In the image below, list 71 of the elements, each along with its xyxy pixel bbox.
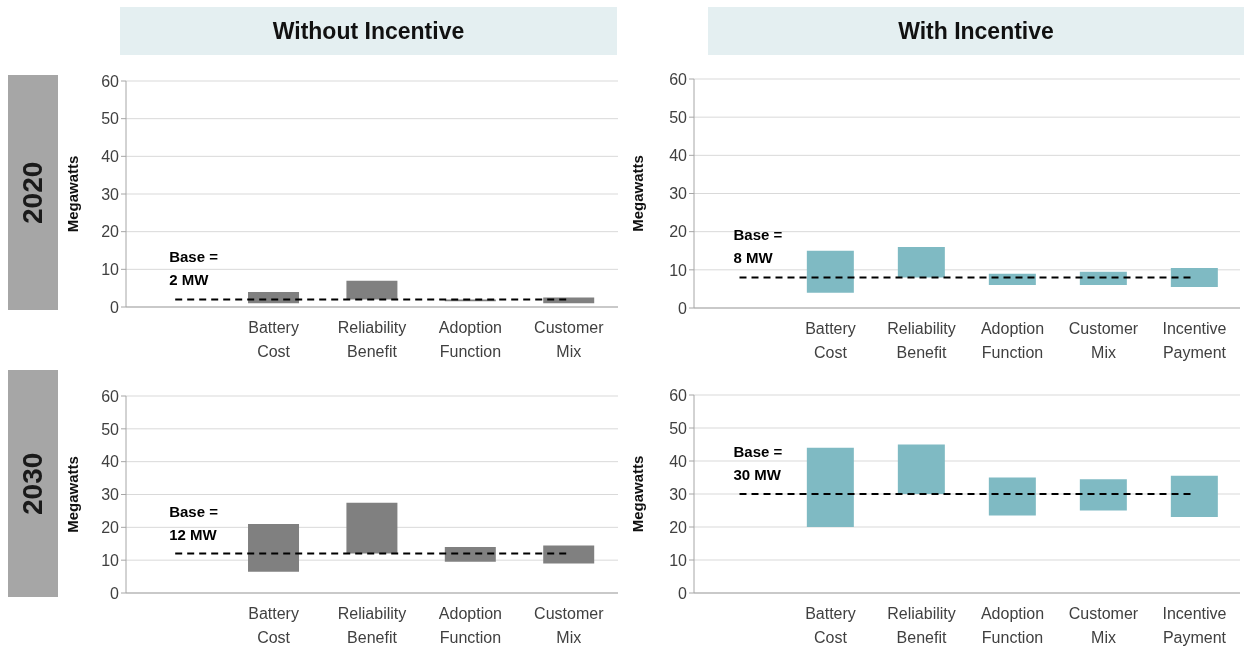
x-tick-label: Battery Cost — [248, 319, 299, 360]
y-tick-label: 50 — [669, 108, 688, 126]
y-tick-label: 20 — [669, 223, 688, 241]
y-tick-label: 50 — [669, 419, 688, 437]
y-axis-title: Megawatts — [628, 455, 646, 533]
bar — [806, 250, 854, 293]
y-tick-label: 10 — [669, 551, 688, 569]
ref-line-label: Base = 12 MW — [169, 502, 219, 543]
y-tick-label: 0 — [678, 299, 688, 317]
x-tick-label: Reliability Benefit — [337, 605, 407, 646]
x-tick-label: Battery Cost — [805, 320, 856, 361]
x-tick-label: Customer Mix — [534, 605, 605, 646]
bar — [897, 246, 945, 278]
y-tick-label: 50 — [101, 420, 120, 438]
y-tick-label: 10 — [669, 261, 688, 279]
x-tick-label: Adoption Function — [980, 605, 1045, 646]
ref-line-label: Base = 8 MW — [733, 226, 783, 267]
y-tick-label: 40 — [669, 452, 688, 470]
x-tick-label: Adoption Function — [438, 319, 502, 360]
chart-title: With Incentive — [708, 7, 1244, 55]
y-tick-label: 10 — [101, 551, 120, 569]
y-tick-label: 0 — [678, 584, 688, 602]
y-axis-title: Megawatts — [628, 155, 646, 232]
y-tick-label: 50 — [101, 110, 120, 128]
x-tick-label: Customer Mix — [534, 319, 605, 360]
text: 2020 — [8, 75, 58, 310]
bar — [897, 444, 945, 494]
y-tick-label: 20 — [101, 223, 120, 241]
x-tick-label: Reliability Benefit — [337, 319, 407, 360]
x-tick-label: Battery Cost — [248, 605, 299, 646]
y-tick-label: 0 — [110, 298, 120, 316]
text: 2030 — [8, 370, 58, 597]
x-tick-label: Reliability Benefit — [887, 605, 956, 646]
x-tick-label: Reliability Benefit — [887, 320, 956, 361]
y-tick-label: 40 — [669, 147, 688, 165]
bar — [1170, 475, 1218, 518]
x-tick-label: Battery Cost — [805, 605, 856, 646]
y-tick-label: 20 — [101, 519, 120, 537]
bar — [248, 524, 300, 572]
bar — [543, 545, 595, 564]
y-tick-label: 60 — [669, 70, 688, 88]
y-tick-label: 60 — [101, 72, 120, 90]
x-tick-label: Customer Mix — [1068, 320, 1139, 361]
x-tick-label: Adoption Function — [980, 320, 1045, 361]
bar — [1170, 267, 1218, 288]
y-tick-label: 20 — [669, 518, 688, 536]
y-tick-label: 10 — [101, 261, 120, 279]
y-tick-label: 0 — [110, 584, 120, 602]
y-tick-label: 30 — [669, 185, 688, 203]
y-tick-label: 60 — [101, 387, 120, 405]
x-tick-label: Incentive Payment — [1162, 320, 1227, 361]
ref-line-label: Base = 2 MW — [169, 248, 219, 289]
ref-line-label: Base = 30 MW — [733, 443, 783, 483]
bar — [346, 280, 398, 300]
x-tick-label: Incentive Payment — [1162, 605, 1227, 646]
y-tick-label: 30 — [669, 485, 688, 503]
x-tick-label: Adoption Function — [438, 605, 502, 646]
y-tick-label: 30 — [101, 486, 120, 504]
chart-title: Without Incentive — [120, 7, 617, 55]
y-tick-label: 40 — [101, 148, 120, 166]
bar — [346, 502, 398, 554]
y-tick-label: 30 — [101, 185, 120, 203]
y-axis-title: Megawatts — [63, 456, 81, 533]
y-tick-label: 60 — [669, 386, 688, 404]
x-tick-label: Customer Mix — [1068, 605, 1139, 646]
bar — [988, 477, 1036, 516]
bar — [444, 547, 496, 562]
bar — [1079, 479, 1127, 511]
y-tick-label: 40 — [101, 453, 120, 471]
bar — [806, 447, 854, 527]
y-axis-title: Megawatts — [63, 155, 81, 233]
